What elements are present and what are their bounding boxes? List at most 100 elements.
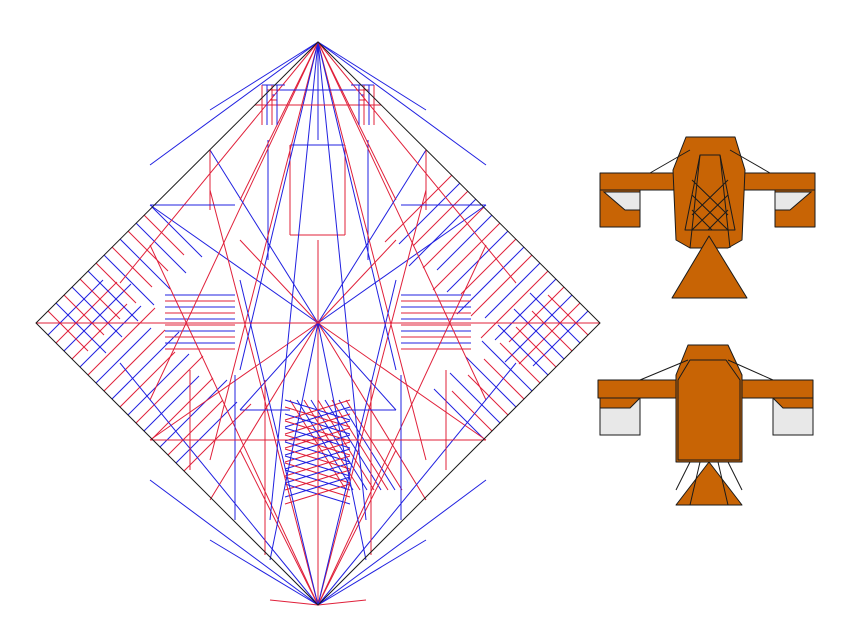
crease: [412, 190, 469, 247]
crease: [284, 476, 351, 498]
crease: [317, 41, 427, 111]
crease: [317, 322, 487, 441]
body-panel: [677, 359, 741, 461]
crease: [151, 206, 203, 258]
crease: [513, 308, 565, 360]
crease: [149, 204, 319, 324]
tail: [671, 235, 748, 299]
crease: [484, 262, 541, 319]
crease: [504, 294, 573, 363]
crease: [422, 206, 485, 269]
crease: [317, 362, 517, 606]
crease: [239, 239, 319, 324]
crease: [79, 305, 142, 368]
crease: [87, 270, 139, 322]
crease: [317, 41, 427, 461]
crease: [119, 351, 176, 408]
crease: [209, 322, 319, 501]
crease: [467, 374, 509, 416]
crease: [481, 340, 533, 392]
crease: [127, 230, 169, 272]
crease: [303, 399, 361, 491]
crease: [480, 270, 549, 339]
crease: [324, 399, 382, 491]
crease: [149, 244, 319, 606]
paper-outline: [35, 41, 601, 606]
crease: [317, 322, 397, 411]
wing-right-inner: [774, 191, 813, 211]
crease: [47, 310, 89, 352]
crease: [209, 539, 319, 606]
crease: [239, 41, 319, 201]
crease: [296, 399, 354, 491]
wing-left-inner: [602, 191, 641, 211]
crease: [103, 254, 155, 306]
crease: [432, 222, 501, 291]
crease: [209, 41, 319, 461]
crease: [239, 322, 319, 411]
crease: [284, 434, 351, 456]
crease: [284, 399, 351, 421]
crease: [239, 279, 319, 606]
crease: [446, 230, 509, 293]
crease: [135, 355, 204, 424]
tail: [675, 461, 743, 506]
crease: [209, 149, 319, 324]
crease: [119, 238, 171, 290]
wing-right-fold: [772, 397, 814, 409]
crease: [175, 401, 238, 464]
crease: [149, 322, 319, 441]
crease: [284, 483, 351, 505]
crease: [183, 403, 252, 472]
crease: [149, 479, 319, 606]
wing-left-fold: [599, 397, 641, 409]
crease: [317, 479, 487, 606]
crease: [209, 189, 319, 606]
crease: [167, 399, 224, 456]
crease: [518, 302, 581, 365]
crease: [284, 462, 351, 484]
crease: [317, 149, 427, 324]
body-folds: [649, 149, 771, 249]
model-front-view: [597, 344, 814, 506]
crease: [284, 420, 351, 442]
crease: [127, 353, 190, 416]
crease: [465, 356, 517, 408]
crease: [284, 455, 351, 477]
crease: [317, 399, 375, 491]
crease: [71, 286, 123, 338]
crease: [55, 281, 118, 344]
crease: [317, 239, 397, 324]
crease: [111, 246, 153, 288]
crease: [529, 292, 581, 344]
crease: [317, 449, 397, 606]
crease: [103, 329, 166, 392]
crease: [470, 254, 533, 317]
crease: [317, 41, 397, 201]
crease: [532, 310, 589, 367]
crease: [151, 377, 214, 440]
crease: [456, 246, 525, 315]
crease: [284, 427, 351, 449]
crease: [449, 372, 501, 424]
crease: [398, 182, 461, 245]
crease: [284, 469, 351, 491]
crease: [317, 189, 427, 606]
crease: [508, 286, 565, 343]
crease: [317, 279, 397, 606]
crease: [317, 41, 487, 401]
crease: [149, 41, 319, 166]
crease: [433, 388, 485, 440]
body-folds: [639, 359, 774, 381]
crease: [149, 41, 319, 401]
crease: [79, 278, 121, 320]
crease: [209, 41, 319, 111]
crease: [47, 279, 104, 336]
crease: [119, 362, 319, 606]
crease: [95, 327, 152, 384]
crease: [71, 303, 128, 360]
crease: [384, 174, 453, 243]
crease: [239, 41, 319, 371]
